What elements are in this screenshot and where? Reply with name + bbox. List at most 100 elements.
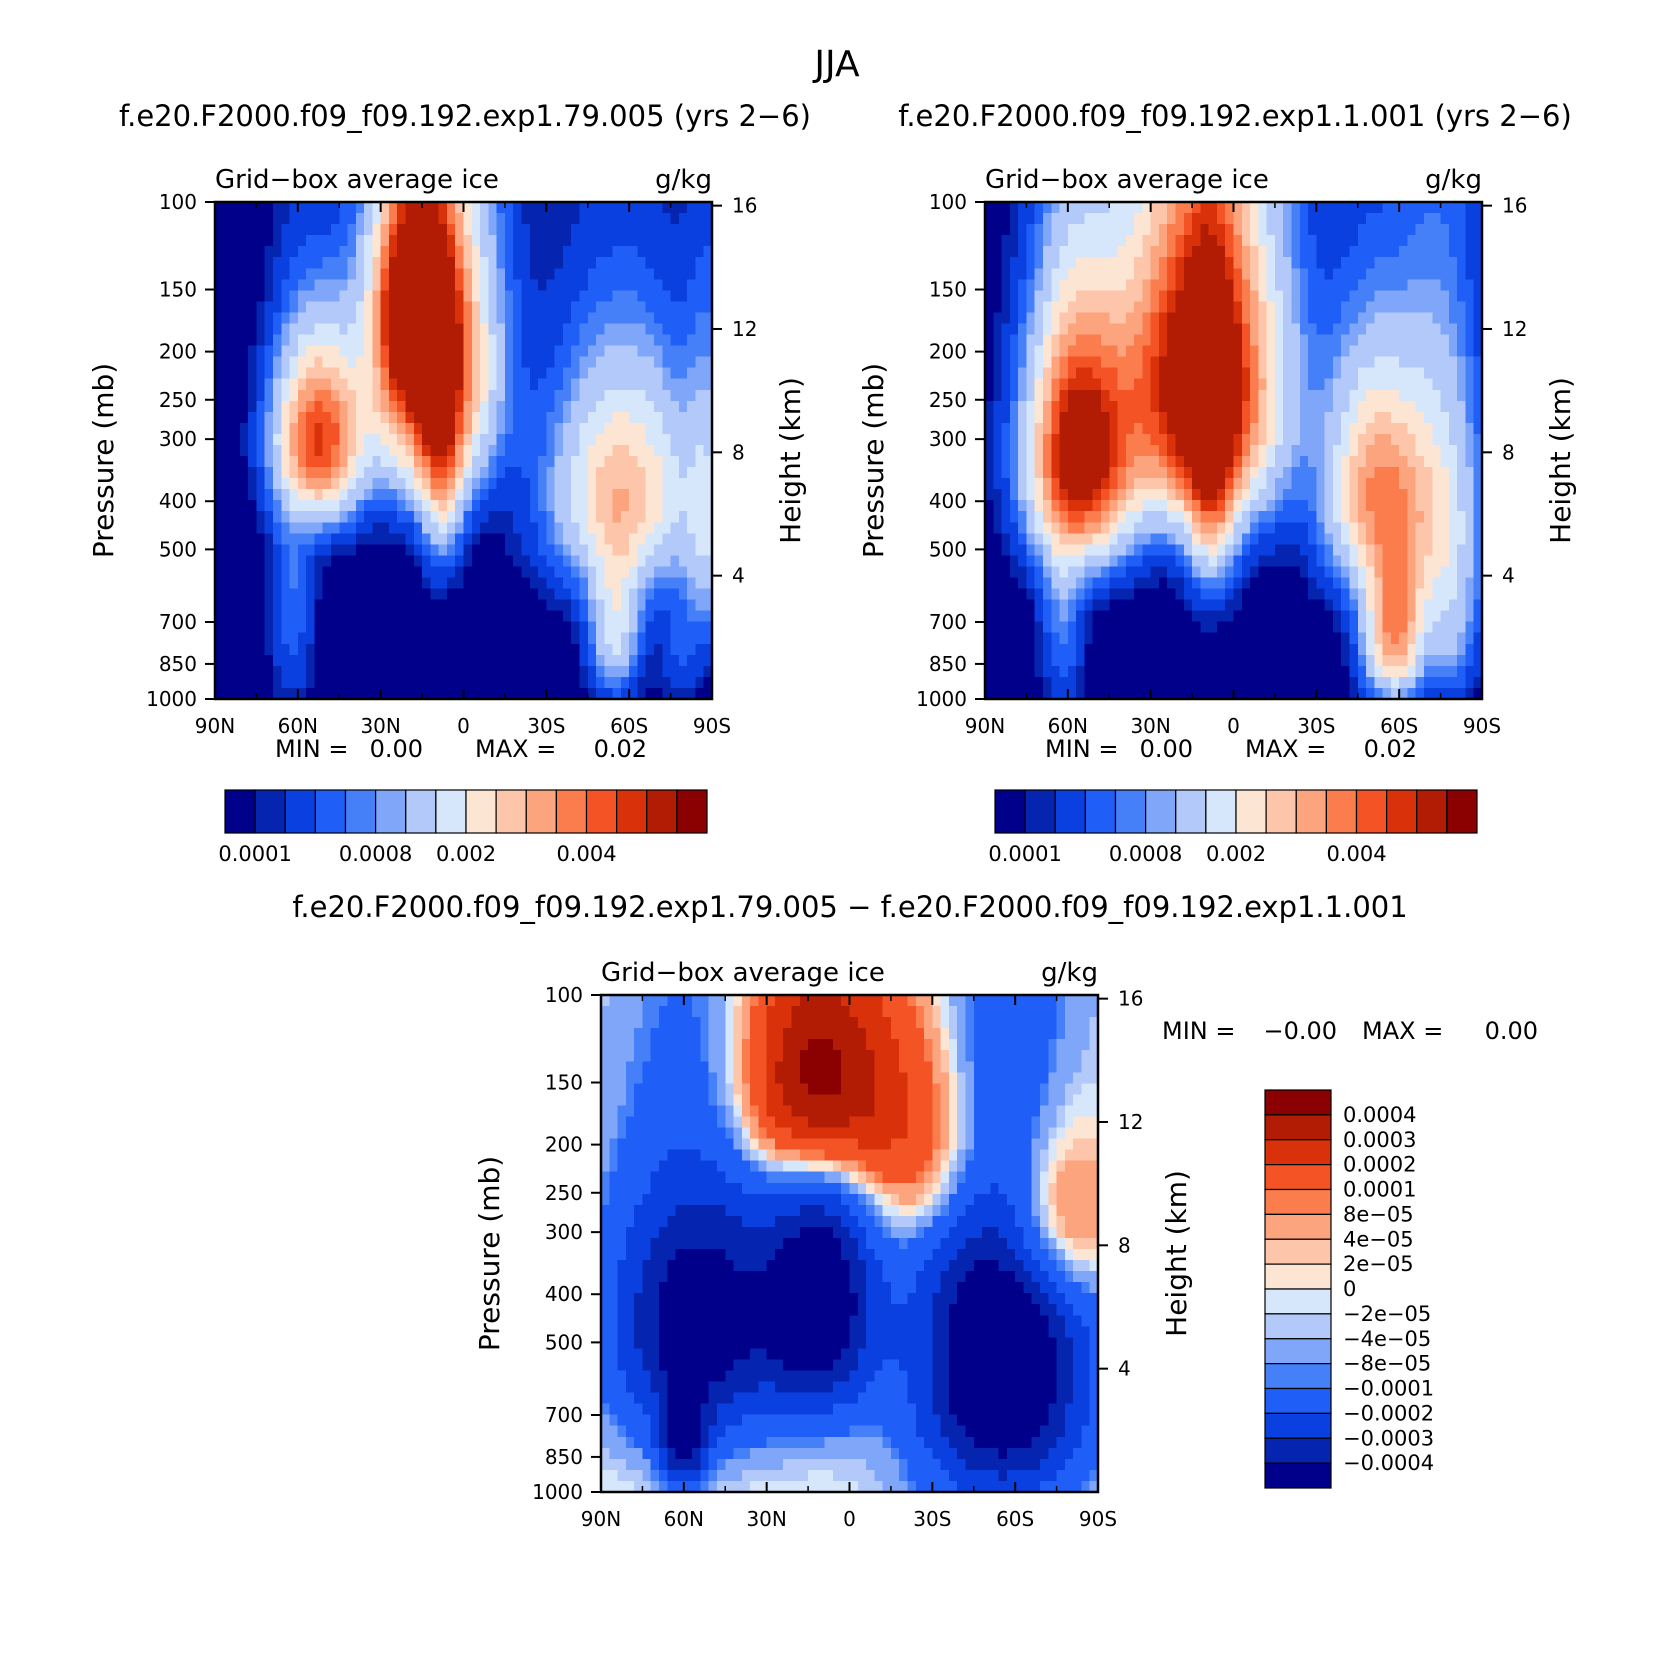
heatmap-cell bbox=[1208, 389, 1218, 402]
heatmap-cell bbox=[1200, 489, 1210, 501]
heatmap-cell bbox=[1291, 389, 1301, 402]
heatmap-cell bbox=[993, 411, 1003, 424]
heatmap-cell bbox=[554, 599, 564, 612]
heatmap-cell bbox=[463, 610, 473, 623]
heatmap-cell bbox=[272, 654, 282, 667]
heatmap-cell bbox=[1192, 400, 1201, 413]
heatmap-cell bbox=[612, 290, 622, 302]
heatmap-cell bbox=[1084, 433, 1094, 446]
heatmap-cell bbox=[480, 522, 489, 534]
heatmap-cell bbox=[1117, 367, 1127, 380]
heatmap-cell bbox=[1175, 522, 1185, 534]
heatmap-cell bbox=[587, 588, 597, 601]
heatmap-cell bbox=[231, 687, 241, 700]
heatmap-cell bbox=[1001, 389, 1011, 402]
heatmap-cell bbox=[1092, 467, 1102, 479]
heatmap-cell bbox=[637, 367, 647, 380]
heatmap-cell bbox=[215, 665, 224, 678]
heatmap-cell bbox=[596, 213, 605, 225]
heatmap-cell bbox=[1473, 378, 1483, 391]
heatmap-cell bbox=[422, 213, 431, 225]
heatmap-cell bbox=[1473, 555, 1483, 568]
heatmap-cell bbox=[239, 533, 249, 545]
heatmap-cell bbox=[1183, 378, 1193, 391]
heatmap-cell bbox=[1001, 224, 1011, 236]
heatmap-cell bbox=[264, 257, 274, 269]
heatmap-cell bbox=[1200, 478, 1210, 490]
heatmap-cell bbox=[1018, 456, 1028, 468]
heatmap-cell bbox=[637, 577, 647, 590]
heatmap-cell bbox=[645, 213, 655, 225]
heatmap-cell bbox=[1291, 433, 1301, 446]
heatmap-cell bbox=[629, 566, 639, 579]
heatmap-cell bbox=[1357, 334, 1367, 347]
heatmap-cell bbox=[355, 687, 365, 700]
heatmap-cell bbox=[314, 610, 324, 623]
heatmap-cell bbox=[678, 389, 688, 402]
heatmap-cell bbox=[587, 478, 597, 490]
heatmap-cell bbox=[695, 467, 705, 479]
heatmap-cell bbox=[322, 444, 332, 457]
heatmap-cell bbox=[1366, 202, 1375, 214]
heatmap-cell bbox=[248, 566, 258, 579]
heatmap-cell bbox=[1067, 500, 1077, 512]
heatmap-cell bbox=[306, 610, 315, 623]
heatmap-cell bbox=[1200, 588, 1210, 601]
heatmap-cell bbox=[579, 301, 589, 314]
heatmap-cell bbox=[1324, 566, 1334, 579]
heatmap-cell bbox=[272, 400, 282, 413]
heatmap-cell bbox=[488, 588, 498, 601]
heatmap-cell bbox=[703, 301, 713, 314]
heatmap-cell bbox=[587, 489, 597, 501]
heatmap-cell bbox=[1018, 588, 1028, 601]
heatmap-cell bbox=[388, 500, 398, 512]
heatmap-cell bbox=[1225, 478, 1235, 490]
heatmap-cell bbox=[1274, 334, 1284, 347]
heatmap-cell bbox=[620, 522, 630, 534]
heatmap-cell bbox=[322, 279, 332, 291]
heatmap-cell bbox=[1241, 301, 1251, 314]
heatmap-cell bbox=[1001, 566, 1011, 579]
heatmap-cell bbox=[1067, 301, 1077, 314]
heatmap-cell bbox=[380, 577, 390, 590]
heatmap-cell bbox=[372, 345, 382, 358]
heatmap-cell bbox=[231, 676, 241, 689]
heatmap-cell bbox=[1407, 478, 1417, 490]
heatmap-cell bbox=[1465, 389, 1475, 402]
heatmap-cell bbox=[496, 235, 506, 247]
heatmap-cell bbox=[306, 544, 315, 557]
heatmap-cell bbox=[438, 555, 448, 568]
y-tick-label: 850 bbox=[159, 652, 197, 676]
heatmap-cell bbox=[272, 246, 282, 258]
heatmap-cell bbox=[463, 334, 473, 347]
heatmap-cell bbox=[1183, 533, 1193, 545]
heatmap-cell bbox=[1100, 577, 1110, 590]
heatmap-cell bbox=[1117, 312, 1127, 325]
colorbar: 0.0001 0.0008 0.002 0.004 bbox=[218, 789, 708, 866]
heatmap-cell bbox=[463, 533, 473, 545]
heatmap-cell bbox=[455, 312, 465, 325]
heatmap-cell bbox=[538, 213, 547, 225]
heatmap-cell bbox=[430, 279, 440, 291]
heatmap-cell bbox=[330, 511, 340, 523]
heatmap-cell bbox=[629, 577, 639, 590]
heatmap-cell bbox=[488, 334, 498, 347]
heatmap-cell bbox=[364, 235, 373, 247]
heatmap-cell bbox=[1415, 489, 1425, 501]
heatmap-cell bbox=[1216, 378, 1226, 391]
heatmap-cell bbox=[993, 257, 1003, 269]
heatmap-cell bbox=[314, 224, 324, 236]
heatmap-cell bbox=[1175, 411, 1185, 424]
heatmap-cell bbox=[215, 533, 224, 545]
heatmap-cell bbox=[1399, 511, 1409, 523]
heatmap-cell bbox=[231, 334, 241, 347]
heatmap-cell bbox=[463, 456, 473, 468]
heatmap-cell bbox=[1009, 312, 1019, 325]
heatmap-cell bbox=[1324, 312, 1334, 325]
heatmap-cell bbox=[1109, 224, 1119, 236]
heatmap-cell bbox=[413, 422, 423, 435]
heatmap-cell bbox=[281, 378, 291, 391]
heatmap-cell bbox=[463, 478, 473, 490]
heatmap-cell bbox=[529, 456, 539, 468]
heatmap-cell bbox=[1390, 290, 1400, 302]
